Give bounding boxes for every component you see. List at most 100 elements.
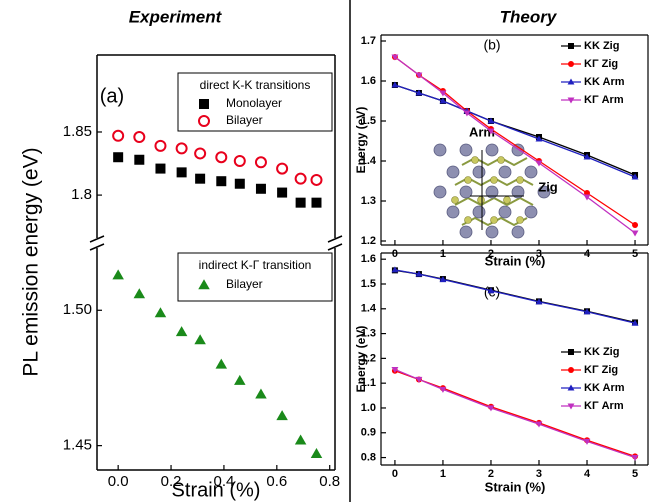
marker-square: [199, 99, 209, 109]
y-tick-label: 1.2: [361, 235, 376, 247]
marker-triangle: [198, 279, 210, 290]
panel: 1.8 1.85 Experiment (a) PL emission energy (…: [20, 7, 336, 377]
marker-triangle: [255, 388, 267, 399]
x-tick-label: 0: [392, 248, 398, 260]
marker-circle: [133, 131, 146, 144]
marker-square: [234, 178, 245, 189]
marker-triangle: [439, 90, 447, 97]
marker-triangle: [487, 117, 495, 124]
legend-label: KK Zig: [584, 40, 619, 52]
marker-square: [134, 154, 145, 165]
x-tick-label: 0.6: [266, 473, 287, 490]
panel-title: Theory: [500, 7, 558, 26]
marker-triangle: [535, 160, 543, 167]
marker-circle: [294, 172, 307, 185]
marker-circle: [154, 139, 167, 152]
x-axis-label: Strain (%): [485, 253, 546, 268]
marker-triangle: [535, 421, 543, 428]
x-tick-label: 3: [536, 248, 542, 260]
marker-square: [277, 187, 288, 198]
x-tick-label: 1: [440, 468, 446, 480]
x-axis-label: Strain (%): [485, 479, 546, 494]
marker-triangle: [487, 287, 495, 294]
marker-triangle: [631, 173, 639, 180]
panel-title: Experiment: [129, 7, 223, 26]
y-tick-label: 1.4: [361, 303, 377, 315]
y-axis-label: Energy (eV): [354, 107, 368, 174]
series-line: [394, 56, 636, 234]
y-tick-label: 1.1: [361, 377, 376, 389]
y-tick-label: 1.6: [361, 75, 376, 87]
marker-circle: [194, 147, 207, 160]
marker-square: [155, 163, 166, 174]
y-tick-label: 1.5: [361, 278, 376, 290]
marker-square: [113, 152, 124, 163]
marker-square: [311, 197, 322, 208]
y-tick-label: 1.5: [361, 115, 376, 127]
marker-triangle: [631, 230, 639, 237]
marker-triangle: [583, 438, 591, 445]
marker-square: [568, 349, 574, 355]
y-tick-label: 1.2: [361, 352, 376, 364]
legend-title: direct K-K transitions: [200, 78, 311, 92]
marker-triangle: [487, 405, 495, 412]
marker-triangle: [391, 81, 399, 88]
marker-square: [295, 197, 306, 208]
marker-triangle: [567, 97, 575, 104]
marker-triangle: [175, 326, 188, 337]
marker-circle: [632, 222, 639, 228]
marker-square: [176, 167, 187, 178]
x-tick-label: 1: [440, 248, 446, 260]
x-tick-label: 4: [584, 468, 591, 480]
legend-label: Monolayer: [226, 96, 282, 110]
marker-triangle: [583, 194, 591, 201]
legend-label: KK Zig: [584, 346, 619, 358]
marker-triangle: [415, 72, 423, 79]
annotation: Zig: [538, 179, 558, 194]
marker-triangle: [583, 153, 591, 160]
marker-square: [255, 183, 266, 194]
x-tick-label: 0.0: [108, 473, 129, 490]
marker-triangle: [567, 78, 575, 85]
x-axis-label: Strain (%): [172, 479, 261, 501]
marker-triangle: [415, 376, 423, 383]
y-tick-label: 1.3: [361, 327, 376, 339]
x-tick-label: 5: [632, 248, 638, 260]
y-tick-label: 1.3: [361, 195, 376, 207]
legend-box: [177, 252, 333, 302]
marker-triangle: [567, 403, 575, 410]
x-tick-label: 5: [632, 468, 638, 480]
x-tick-label: 2: [488, 468, 494, 480]
marker-triangle: [391, 366, 399, 373]
y-tick-label: 1.7: [361, 35, 376, 47]
marker-triangle: [631, 319, 639, 326]
marker-triangle: [535, 135, 543, 142]
marker-triangle: [194, 334, 206, 345]
y-tick-label: 1.8: [71, 186, 92, 203]
y-tick-label: 1.6: [361, 253, 376, 265]
y-tick-label: 1.0: [361, 402, 376, 414]
y-tick-label: 1.4: [361, 155, 377, 167]
marker-triangle: [439, 386, 447, 393]
marker-square: [568, 43, 574, 49]
y-tick-label: 1.50: [63, 301, 92, 318]
marker-circle: [215, 151, 228, 164]
marker-circle: [198, 115, 210, 127]
legend-label: Bilayer: [226, 277, 263, 291]
marker-triangle: [439, 97, 447, 104]
marker-triangle: [415, 270, 423, 277]
x-tick-label: 3: [536, 468, 542, 480]
marker-square: [195, 173, 206, 184]
marker-triangle: [631, 455, 639, 462]
y-tick-label: 1.85: [63, 123, 92, 140]
legend-label: KΓ Zig: [584, 58, 618, 70]
marker-circle: [233, 155, 246, 168]
x-tick-label: 0.8: [319, 473, 340, 490]
legend-label: KΓ Zig: [584, 364, 618, 376]
marker-circle: [568, 61, 574, 67]
y-tick-label: 1.45: [63, 437, 92, 454]
marker-triangle: [154, 307, 167, 318]
marker-triangle: [276, 410, 288, 421]
marker-triangle: [391, 54, 399, 61]
lattice-illustration: [433, 143, 551, 239]
